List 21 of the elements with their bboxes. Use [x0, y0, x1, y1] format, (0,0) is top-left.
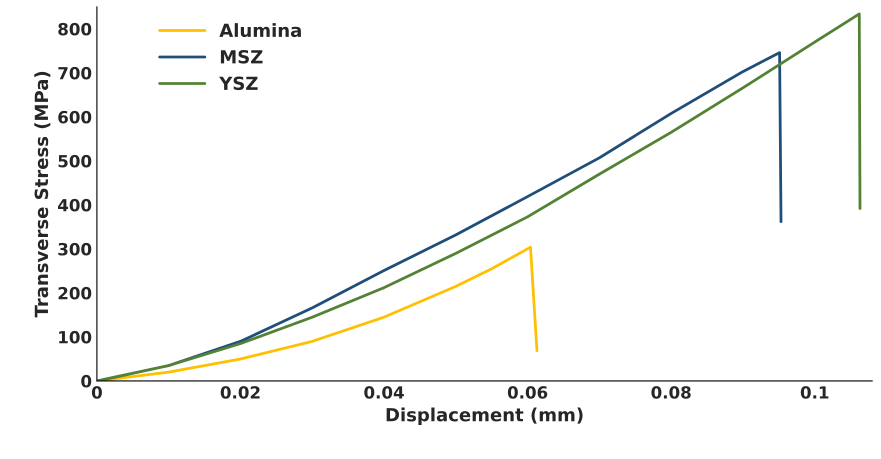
y-axis-title: Transverse Stress (MPa)	[34, 72, 50, 318]
y-tick-label: 700	[58, 66, 92, 80]
line-series	[96, 12, 862, 381]
y-tick-label: 300	[58, 242, 92, 256]
y-tick-label: 200	[58, 286, 92, 300]
x-tick-label: 0	[92, 386, 102, 399]
legend-label: YSZ	[219, 76, 258, 90]
y-tick-label: 400	[58, 198, 92, 212]
x-tick-label: 0.04	[364, 386, 404, 399]
x-tick-label: 0.08	[651, 386, 691, 399]
y-tick-label: 500	[58, 154, 92, 168]
x-axis-title: Displacement (mm)	[386, 408, 583, 425]
legend-label: Alumina	[219, 23, 301, 38]
x-tick-label: 0.02	[220, 386, 260, 399]
x-tick-label: 0.06	[508, 386, 548, 399]
x-tick-label: 0.1	[800, 386, 828, 399]
legend-label: MSZ	[220, 50, 263, 64]
y-tick-label: 100	[59, 330, 92, 344]
y-tick-label: 600	[58, 110, 92, 124]
y-tick-label: 800	[58, 22, 92, 36]
y-tick-label: 0	[81, 374, 92, 388]
